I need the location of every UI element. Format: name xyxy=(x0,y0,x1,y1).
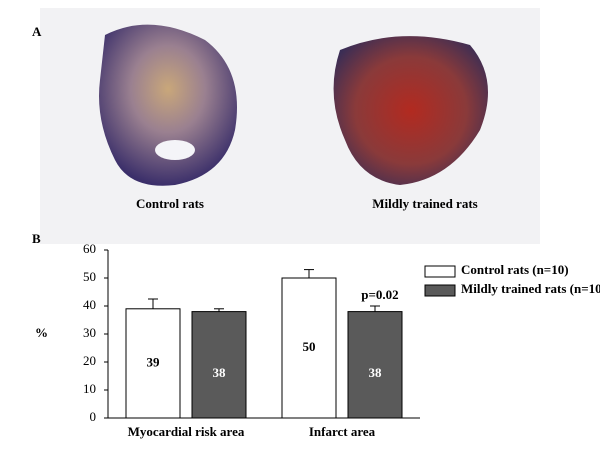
x-tick-label: Infarct area xyxy=(309,424,376,439)
annotation: p=0.02 xyxy=(361,287,398,302)
y-tick-label: 50 xyxy=(83,269,96,284)
value-label: 38 xyxy=(369,365,383,380)
legend-swatch xyxy=(424,284,456,297)
bar xyxy=(281,277,337,419)
lumen xyxy=(155,140,195,160)
y-tick-label: 60 xyxy=(83,241,96,256)
bar xyxy=(125,308,181,419)
y-tick-label: 20 xyxy=(83,353,96,368)
value-label: 39 xyxy=(147,354,161,369)
value-label: 50 xyxy=(303,339,316,354)
panel-label: B xyxy=(32,231,41,246)
control-heart-photo xyxy=(99,24,237,186)
value-label: 38 xyxy=(213,365,227,380)
y-tick-label: 30 xyxy=(83,325,96,340)
y-tick-label: 40 xyxy=(83,297,96,312)
y-axis-label: % xyxy=(35,325,48,340)
legend-label: Control rats (n=10) xyxy=(461,262,569,277)
photo-caption: Mildly trained rats xyxy=(372,196,477,211)
bar xyxy=(347,311,403,419)
photo-caption: Control rats xyxy=(136,196,204,211)
trained-heart-photo xyxy=(333,36,488,185)
y-tick-label: 0 xyxy=(90,409,97,424)
legend-swatch xyxy=(424,265,456,278)
x-tick-label: Myocardial risk area xyxy=(128,424,245,439)
y-tick-label: 10 xyxy=(83,381,96,396)
legend-label: Mildly trained rats (n=10) xyxy=(461,281,600,296)
panel-label: A xyxy=(32,24,42,39)
bar xyxy=(191,311,247,419)
